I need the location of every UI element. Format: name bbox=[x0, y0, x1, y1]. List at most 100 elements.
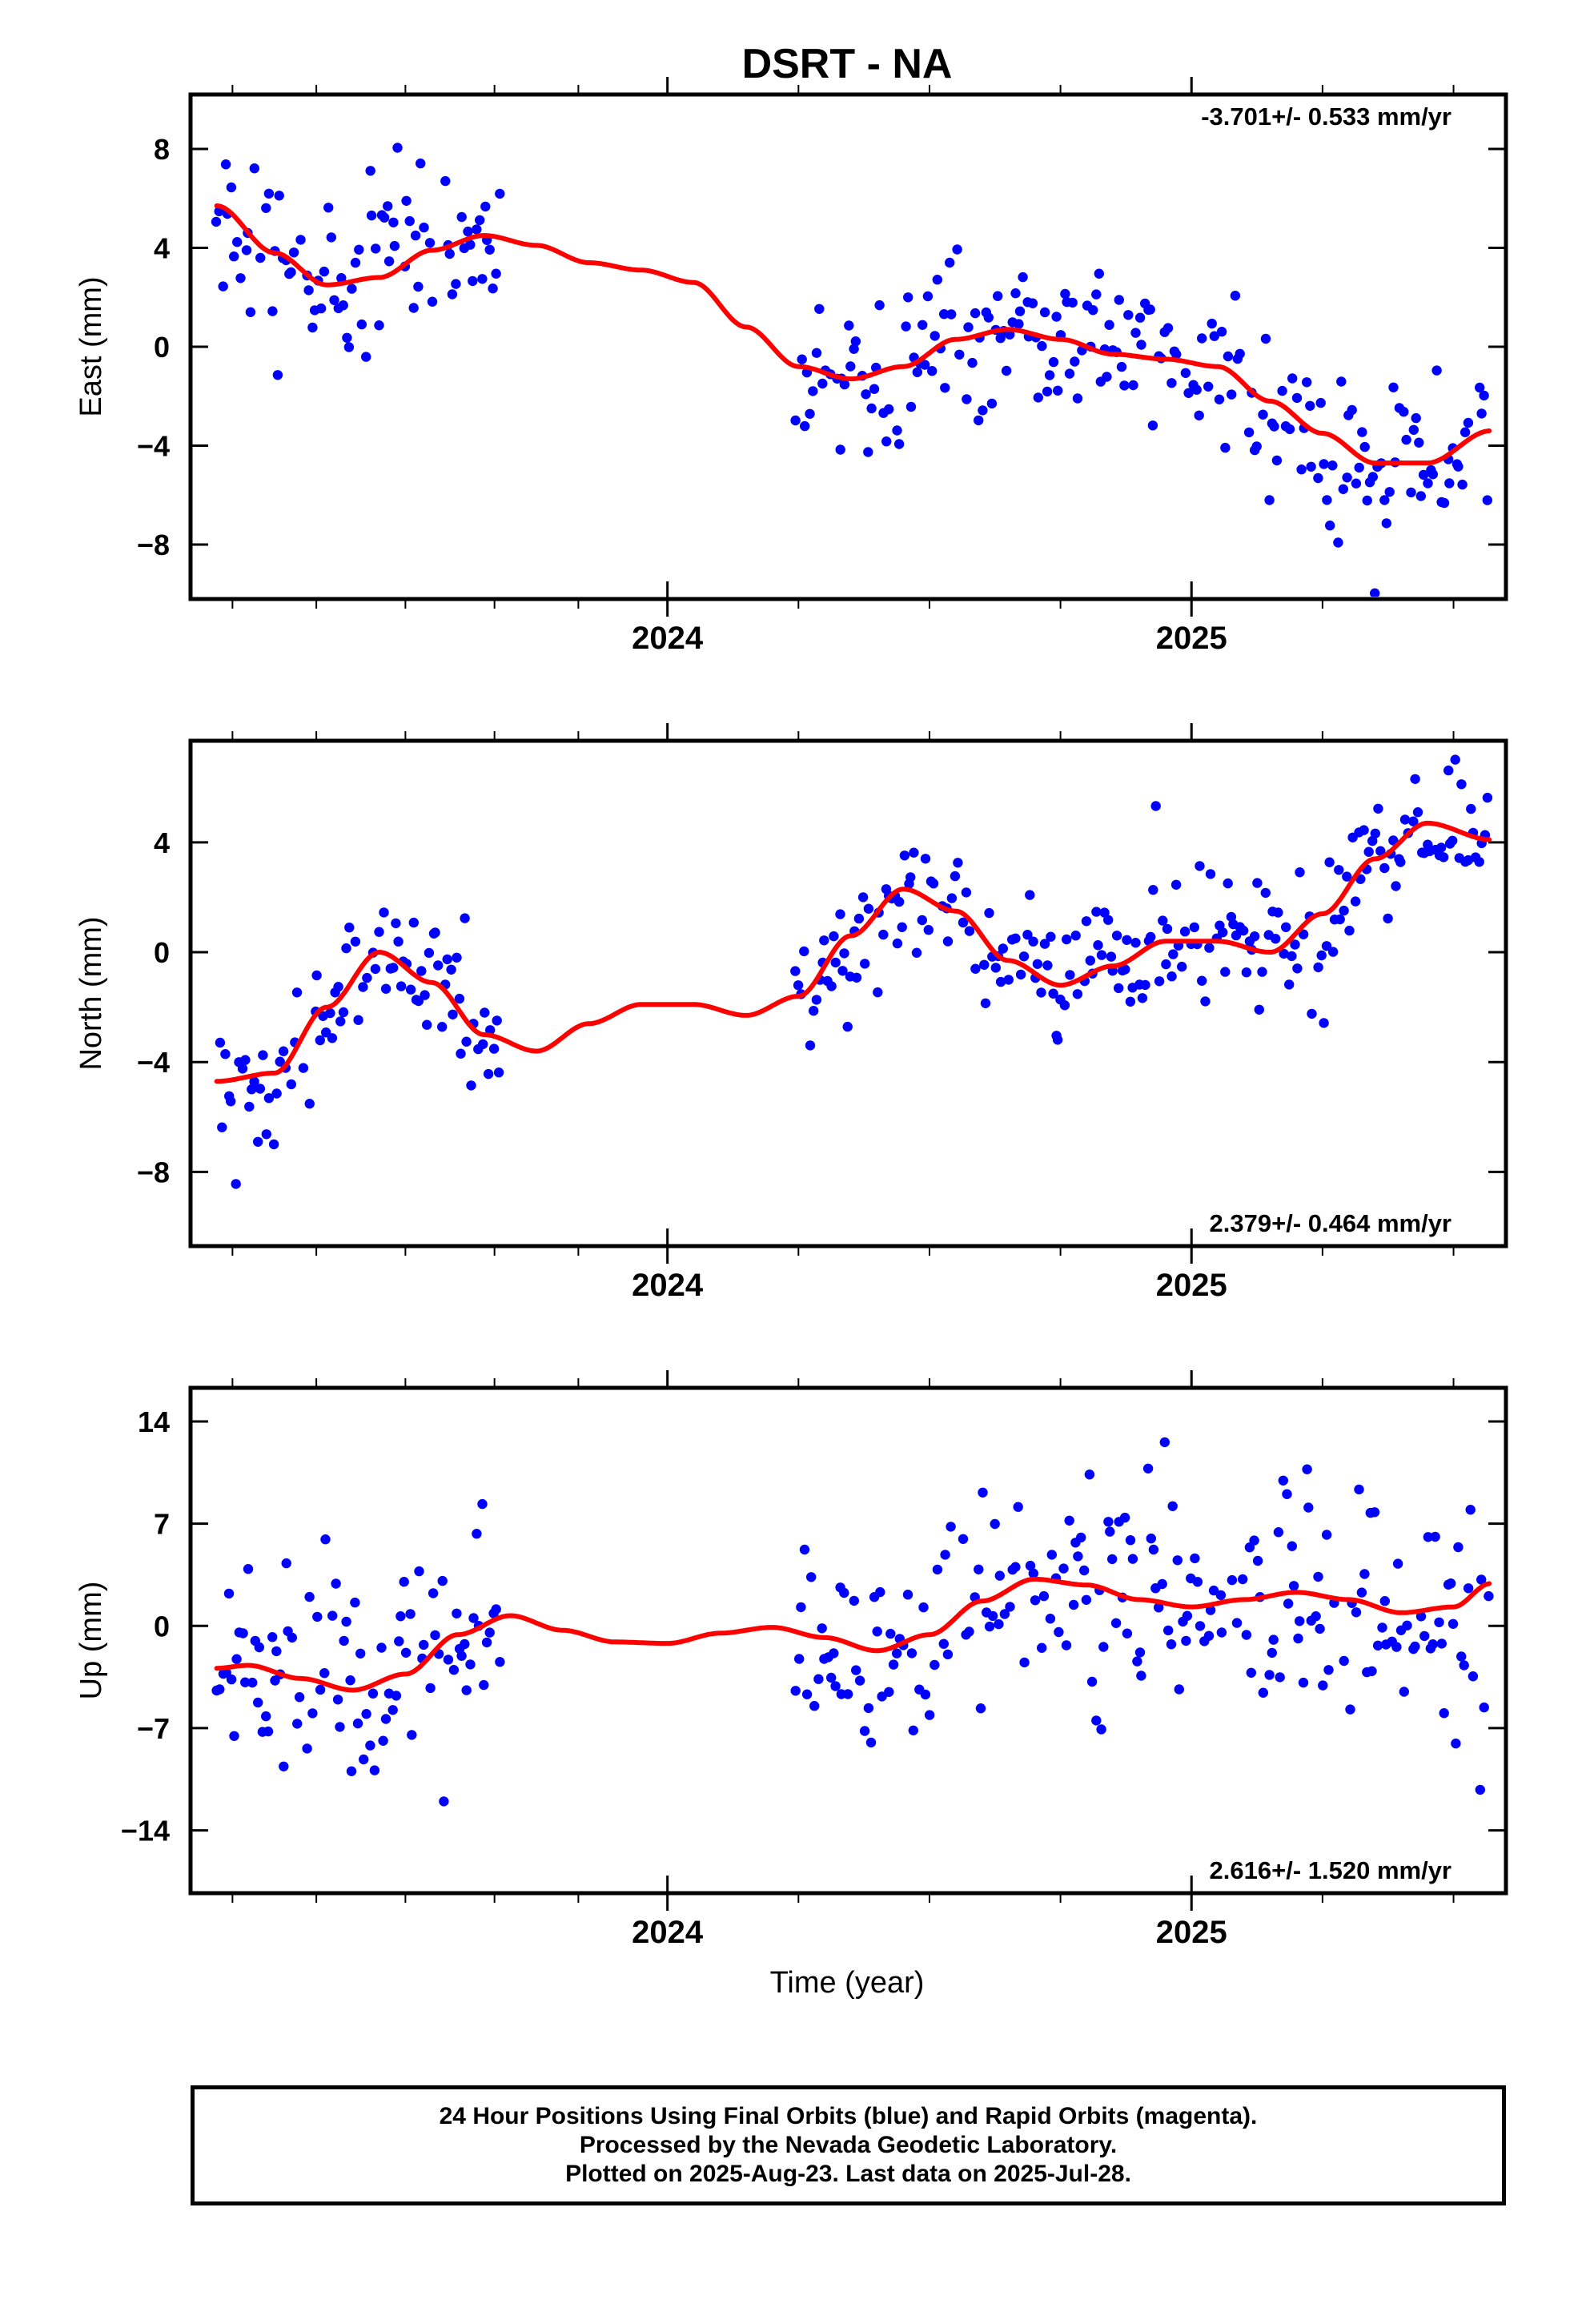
data-point bbox=[261, 1129, 271, 1140]
data-point bbox=[424, 238, 436, 248]
data-point bbox=[491, 1604, 501, 1614]
data-point bbox=[1205, 869, 1216, 879]
data-point bbox=[1146, 1533, 1157, 1544]
data-point bbox=[1350, 896, 1361, 907]
data-point bbox=[379, 212, 390, 223]
data-point bbox=[899, 850, 910, 861]
data-point bbox=[1091, 1715, 1102, 1726]
data-point bbox=[295, 235, 306, 245]
data-point bbox=[945, 257, 955, 268]
data-point bbox=[1344, 925, 1355, 936]
data-point bbox=[1120, 964, 1130, 975]
data-point bbox=[1357, 427, 1367, 437]
data-point bbox=[1241, 1630, 1252, 1640]
data-point bbox=[978, 1487, 988, 1498]
data-point bbox=[1295, 1616, 1305, 1626]
data-point bbox=[1456, 779, 1467, 790]
data-point bbox=[1439, 1708, 1449, 1719]
data-point bbox=[1260, 887, 1271, 899]
data-point bbox=[332, 1695, 343, 1705]
data-point bbox=[1315, 397, 1326, 408]
data-point bbox=[797, 354, 807, 364]
data-point bbox=[1013, 1502, 1023, 1512]
data-point bbox=[1359, 441, 1370, 452]
data-point bbox=[303, 285, 314, 296]
data-point bbox=[1181, 1635, 1191, 1647]
data-point bbox=[1339, 1655, 1349, 1667]
model-curve-up bbox=[214, 1576, 1492, 1693]
data-point bbox=[396, 981, 407, 991]
data-point bbox=[1218, 927, 1228, 938]
data-point bbox=[416, 158, 426, 169]
data-point bbox=[1195, 861, 1205, 871]
data-point bbox=[1137, 993, 1148, 1003]
data-point bbox=[254, 1642, 264, 1653]
data-point bbox=[1119, 1512, 1130, 1523]
data-point bbox=[851, 1665, 861, 1675]
data-point bbox=[1014, 306, 1026, 316]
data-point bbox=[404, 215, 415, 227]
data-point bbox=[1223, 351, 1234, 362]
data-point bbox=[1287, 1541, 1298, 1551]
data-point bbox=[1064, 368, 1075, 379]
data-point bbox=[994, 1618, 1004, 1630]
data-point bbox=[865, 1737, 877, 1748]
data-point bbox=[1060, 288, 1070, 300]
data-point bbox=[875, 1586, 885, 1598]
data-point bbox=[884, 404, 894, 415]
data-point bbox=[350, 936, 361, 947]
data-point bbox=[371, 243, 381, 254]
data-point bbox=[1122, 935, 1132, 946]
data-point bbox=[370, 963, 381, 975]
data-point bbox=[1334, 865, 1344, 875]
y-tick-label: 8 bbox=[154, 133, 170, 166]
data-point bbox=[460, 913, 470, 923]
data-point bbox=[437, 1022, 448, 1032]
data-point bbox=[1238, 925, 1249, 936]
data-point bbox=[238, 1628, 248, 1638]
data-point bbox=[274, 191, 284, 201]
data-point bbox=[1476, 408, 1487, 419]
data-point bbox=[1180, 368, 1191, 378]
data-point bbox=[220, 1049, 231, 1059]
data-point bbox=[1319, 1018, 1329, 1028]
data-point bbox=[414, 1566, 424, 1577]
data-point bbox=[1046, 931, 1056, 942]
data-point bbox=[1227, 1574, 1238, 1586]
data-point bbox=[1189, 922, 1200, 933]
data-point bbox=[493, 1068, 504, 1078]
data-point bbox=[1010, 288, 1021, 299]
data-point bbox=[232, 237, 243, 247]
data-point bbox=[1102, 372, 1112, 382]
data-point bbox=[329, 295, 339, 305]
data-point bbox=[1159, 1437, 1170, 1448]
data-point bbox=[918, 1602, 929, 1613]
data-point bbox=[1408, 424, 1419, 435]
data-point bbox=[1068, 1599, 1079, 1610]
data-point bbox=[920, 1689, 931, 1700]
data-point bbox=[1479, 390, 1489, 401]
data-point bbox=[307, 322, 318, 333]
data-point bbox=[835, 444, 845, 455]
data-point bbox=[1073, 1551, 1083, 1562]
data-point bbox=[358, 982, 368, 992]
data-point bbox=[294, 1692, 305, 1703]
data-point bbox=[1018, 271, 1028, 283]
data-point bbox=[461, 1036, 472, 1047]
data-point bbox=[958, 917, 969, 928]
data-point bbox=[1354, 462, 1364, 473]
data-point bbox=[1465, 1505, 1476, 1515]
data-point bbox=[1025, 890, 1035, 900]
data-point bbox=[853, 913, 865, 924]
data-point bbox=[1476, 1574, 1487, 1585]
data-point bbox=[946, 309, 957, 320]
data-point bbox=[817, 378, 828, 389]
data-point bbox=[1305, 400, 1315, 411]
data-point bbox=[1431, 365, 1442, 376]
data-point bbox=[478, 1039, 488, 1050]
data-point bbox=[1457, 479, 1468, 490]
data-point bbox=[1146, 931, 1156, 943]
data-point bbox=[1356, 1587, 1367, 1598]
data-point bbox=[1022, 930, 1033, 940]
data-point bbox=[342, 332, 352, 343]
